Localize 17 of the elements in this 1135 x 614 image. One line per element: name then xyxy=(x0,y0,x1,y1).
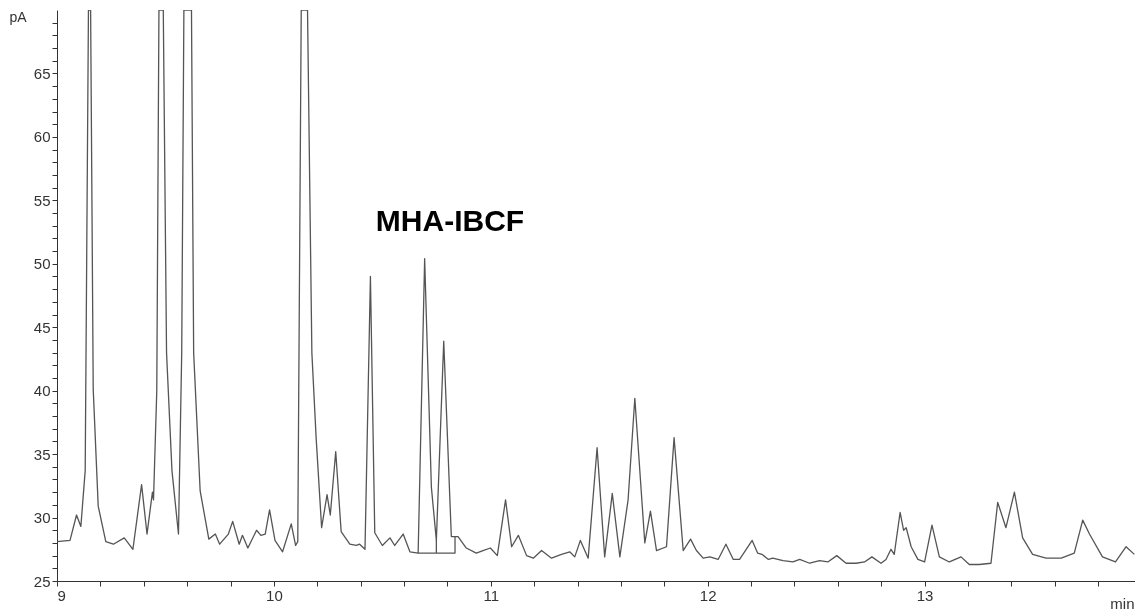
y-tick-label: 45 xyxy=(33,318,51,336)
x-tick-label: 11 xyxy=(483,586,500,604)
x-tick-label: 10 xyxy=(266,586,283,604)
y-tick-label: 25 xyxy=(33,572,51,590)
y-tick-label: 40 xyxy=(33,382,51,400)
y-axis-title: pA xyxy=(9,8,28,25)
x-tick-label: 13 xyxy=(916,586,934,604)
y-tick-label: 35 xyxy=(33,445,51,463)
y-tick-label: 30 xyxy=(33,509,51,527)
y-tick-label: 65 xyxy=(33,64,51,82)
annotation: MHA-IBCF xyxy=(375,204,525,237)
x-axis-title: min xyxy=(1110,594,1135,612)
x-tick-label: 9 xyxy=(57,586,66,604)
y-tick-label: 60 xyxy=(33,128,51,146)
y-tick-label: 55 xyxy=(33,191,51,209)
y-tick-label: 50 xyxy=(33,255,51,273)
x-tick-label: 12 xyxy=(699,586,717,604)
